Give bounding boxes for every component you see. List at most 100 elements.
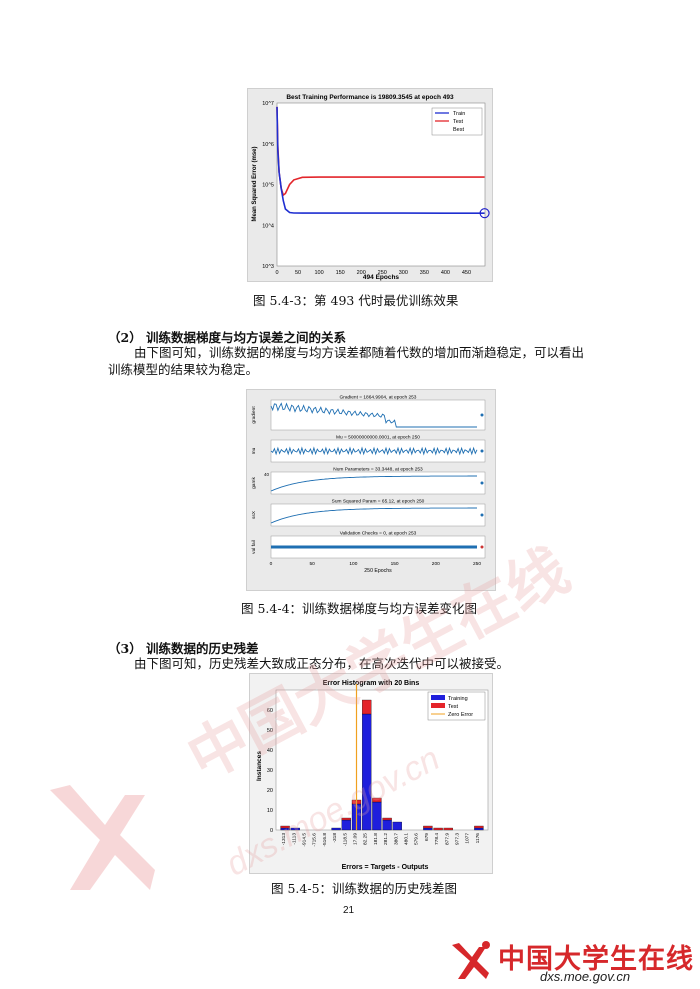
figure-performance: Best Training Performance is 19809.3545 …	[247, 88, 493, 282]
legend: Train Test Best	[431, 107, 483, 136]
y-tick-label: 40	[264, 472, 270, 477]
x-tick-label: -516.8	[322, 833, 328, 847]
x-tick-label: 778.4	[434, 833, 440, 845]
x-tick-label: 200	[357, 270, 366, 276]
x-axis-label: Errors = Targets - Outputs	[342, 864, 429, 871]
figure-1-caption: 图 5.4-3：第 493 代时最优训练效果	[253, 293, 459, 308]
x-tick-label: -715.6	[312, 833, 318, 847]
x-tick-label: 380.7	[393, 833, 399, 845]
chart-title: Best Training Performance is 19809.3545 …	[286, 94, 454, 101]
legend-test-swatch	[431, 703, 445, 708]
y-tick-label: 0	[270, 828, 273, 834]
bar-test	[382, 817, 392, 821]
x-tick-label: 0	[270, 561, 273, 567]
y-tick-label: 10^6	[262, 142, 274, 148]
subplot-frame	[270, 471, 486, 495]
x-tick-label: 679	[424, 833, 430, 841]
x-axis-label: 250 Epochs	[364, 568, 392, 574]
footer-logo: 中国大学生在线 dxs.moe.gov.cn	[448, 937, 693, 985]
x-axis-label: 494 Epochs	[363, 274, 400, 281]
subplot-ylabel: gamk	[251, 477, 257, 489]
y-tick-label: 40	[267, 748, 273, 754]
y-axis-label: Instances	[256, 751, 263, 781]
y-tick-label: 30	[267, 768, 273, 774]
bar-test	[341, 817, 351, 821]
legend-training-swatch	[431, 695, 445, 700]
x-tick-label: 250	[473, 561, 481, 567]
bar-training	[474, 827, 484, 831]
legend-train: Train	[453, 111, 465, 117]
bar-training	[382, 819, 392, 831]
figure-error-histogram: Error Histogram with 20 Bins Instances E…	[249, 673, 493, 874]
page-number: 21	[343, 905, 355, 916]
x-tick-label: 977.3	[455, 833, 461, 845]
bar-test	[423, 825, 433, 829]
x-tick-label: -914.5	[302, 833, 308, 847]
y-tick-label: 10^4	[262, 223, 274, 229]
x-tick-label: 350	[420, 270, 429, 276]
legend-best: Best	[453, 127, 464, 133]
x-tick-label: 1176	[475, 833, 481, 844]
bar-test	[474, 825, 484, 829]
bar-test	[280, 825, 290, 829]
x-tick-label: 200	[432, 561, 440, 567]
x-tick-label: -1313	[281, 833, 287, 846]
subplot-title: Gradient = 1864.9904, at epoch 253	[340, 395, 417, 401]
footer-logo-url: dxs.moe.gov.cn	[540, 969, 631, 984]
y-tick-label: 10	[267, 808, 273, 814]
x-tick-label: 250	[378, 270, 387, 276]
y-tick-label: 50	[267, 728, 273, 734]
y-tick-label: 20	[267, 788, 273, 794]
bar-training	[392, 821, 402, 831]
bar-test	[362, 699, 372, 715]
performance-chart: Best Training Performance is 19809.3545 …	[252, 94, 490, 281]
subplot-title: Sum Squared Param = 65.12, at epoch 250	[332, 499, 425, 505]
bar-test	[443, 827, 453, 831]
x-tick-label: 181.8	[373, 833, 379, 845]
x-tick-label: 82.25	[363, 833, 369, 845]
x-tick-label: 480.1	[404, 833, 410, 845]
section-3-paragraph: 由下图可知，历史残差大致成正态分布，在高次迭代中可以被接受。	[134, 656, 510, 671]
subplot-ylabel: gradient	[251, 406, 257, 424]
x-tick-label: 100	[315, 270, 324, 276]
bar-test	[372, 797, 382, 803]
training-state-chart: Gradient = 1864.9904, at epoch 253 gradie…	[251, 395, 486, 574]
error-histogram-chart: Error Histogram with 20 Bins Instances E…	[256, 680, 489, 871]
runner-logo-icon	[452, 941, 490, 979]
y-tick-label: 60	[267, 708, 273, 714]
subplot-end-marker	[480, 513, 484, 517]
subplot-ylabel: val fail	[251, 540, 257, 554]
section-3-heading: （3） 训练数据的历史残差	[108, 641, 259, 656]
legend-training: Training	[448, 696, 468, 702]
figure-2-caption: 图 5.4-4：训练数据梯度与均方误差变化图	[241, 601, 478, 616]
subplot-end-marker	[480, 449, 484, 453]
figure-training-state: Gradient = 1864.9904, at epoch 253 gradie…	[246, 389, 496, 591]
subplot-frame	[270, 503, 486, 527]
x-tick-label: 150	[336, 270, 345, 276]
x-tick-label: 50	[295, 270, 301, 276]
legend-zero-error: Zero Error	[448, 712, 473, 718]
y-tick-label: 10^7	[262, 101, 274, 107]
legend-test: Test	[448, 704, 459, 710]
legend: Training Test Zero Error	[427, 691, 486, 721]
subplot-end-marker	[480, 413, 484, 417]
subplot-series-line	[270, 475, 477, 492]
chart-title: Error Histogram with 20 Bins	[323, 680, 420, 687]
y-tick-label: 10^5	[262, 183, 274, 189]
subplot-series-line	[270, 402, 477, 428]
figure-3-caption: 图 5.4-5：训练数据的历史残差图	[271, 881, 458, 896]
x-tick-label: 450	[462, 270, 471, 276]
x-tick-label: 579.6	[414, 833, 420, 845]
x-tick-label: 0	[275, 270, 278, 276]
subplot-end-marker	[480, 481, 484, 485]
legend-test: Test	[453, 119, 464, 125]
subplot-title: Validation Checks = 0, at epoch 253	[340, 531, 417, 537]
y-axis-label: Mean Squared Error (mse)	[252, 146, 258, 221]
section-2-heading: （2） 训练数据梯度与均方误差之间的关系	[108, 330, 347, 345]
subplot-series-line	[270, 446, 478, 456]
y-tick-label: 10^3	[262, 264, 274, 270]
subplot-end-marker	[480, 545, 484, 549]
subplot-ylabel: mu	[252, 447, 257, 454]
subplot-series-line	[270, 507, 477, 524]
x-tick-label: -118.5	[342, 833, 348, 847]
